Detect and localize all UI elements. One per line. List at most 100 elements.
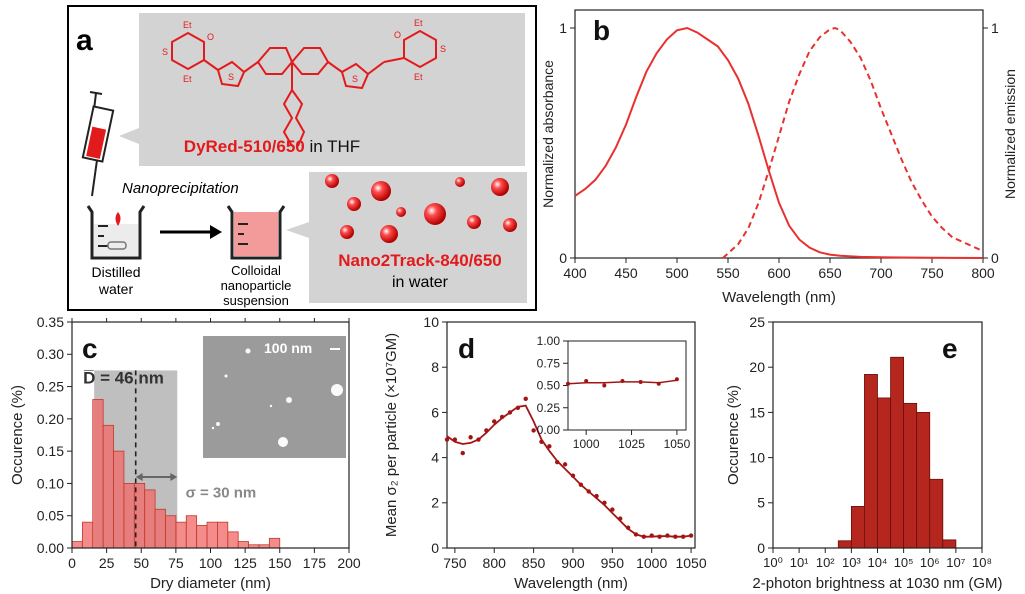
process-arrow-icon xyxy=(160,225,222,239)
beaker-icon-water xyxy=(86,205,146,260)
atom-label-et-3: Et xyxy=(414,18,423,28)
dye-name: DyRed-510/650 xyxy=(184,137,305,156)
beaker-icon-suspension xyxy=(226,205,286,260)
chart-c-bar xyxy=(227,531,239,549)
chart-e-xtick-label: 10⁶ xyxy=(920,555,940,570)
chart-d-inset-ytick-label: 0.50 xyxy=(537,379,561,393)
chart-e-xtick-label: 10³ xyxy=(842,555,861,570)
chart-d-point xyxy=(515,405,521,411)
chart-e-bar xyxy=(929,478,944,549)
chart-d-point xyxy=(492,419,497,424)
chart-e-bar xyxy=(837,540,852,549)
chart-e-ytick-label: 15 xyxy=(749,404,765,420)
chart-d-point xyxy=(688,533,694,538)
chart-d-point xyxy=(460,450,465,456)
panel-a-letter: a xyxy=(76,24,93,57)
chart-b-xtick-label: 750 xyxy=(920,265,944,281)
chart-c-sigma-arrowhead-left xyxy=(135,472,143,481)
chart-d-xtick-label: 1000 xyxy=(636,555,667,571)
chart-c-tem-inset xyxy=(203,336,346,458)
chart-c-xtick-label: 25 xyxy=(99,555,115,571)
chart-c-xtick-label: 175 xyxy=(303,555,327,571)
chart-c-xtick-label: 0 xyxy=(68,555,76,571)
chart-d-inset-ytick-label: 0.00 xyxy=(537,423,561,437)
chart-c-tem-particle xyxy=(269,404,273,408)
chart-e: 10⁰ 10¹ 10² 10³ 10⁴ 10⁵ 10⁶ 10⁷ 10⁸ 0 5 10 15 20 25 2-p… xyxy=(725,314,1003,592)
chart-c-ytick-label: 0.05 xyxy=(37,508,64,524)
chart-c-bar xyxy=(237,541,249,549)
chart-c-xlabel: Dry diameter (nm) xyxy=(150,575,271,592)
chart-d-ylabel: Mean σ₂ per particle (×10⁷GM) xyxy=(383,333,400,537)
chart-b-xtick-label: 800 xyxy=(971,265,995,281)
chart-d-point xyxy=(570,473,576,478)
chart-d-ytick-label: 0 xyxy=(431,540,439,556)
nanoparticle-name: Nano2Track-840/650 xyxy=(338,251,502,270)
chart-d-point xyxy=(594,493,599,499)
chart-e-xtick-label: 10⁷ xyxy=(946,555,965,570)
chart-d-xtick-label: 900 xyxy=(561,555,585,571)
chart-c-ytick-label: 0.10 xyxy=(37,475,64,491)
chart-e-bar xyxy=(877,397,891,549)
chart-d-xlabel: Wavelength (nm) xyxy=(514,575,628,592)
chart-d-inset-point xyxy=(674,377,679,382)
chart-c-ytick-label: 0.20 xyxy=(37,411,64,427)
chart-d-point xyxy=(657,534,662,539)
chart-b-emission-line xyxy=(722,26,984,259)
chart-d-inset-point xyxy=(656,381,661,386)
chart-d-point xyxy=(625,525,631,530)
chart-e-xlabel: 2-photon brightness at 1030 nm (GM) xyxy=(752,575,1002,592)
chart-d-point xyxy=(673,534,678,539)
chart-b-letter: b xyxy=(593,15,610,46)
chart-d-ytick-label: 6 xyxy=(431,404,439,420)
chart-d-inset-ytick-label: 0.25 xyxy=(537,401,561,415)
chart-e-bar xyxy=(942,539,957,549)
chart-d-ytick-label: 8 xyxy=(431,359,439,375)
nanoparticle-medium: in water xyxy=(392,274,449,291)
chart-b-ylabel-left: Normalized absorbance xyxy=(540,60,556,208)
chart-c-bar xyxy=(71,541,83,549)
chart-d-point xyxy=(476,437,481,442)
chart-b-right-ytick-label: 0 xyxy=(991,250,999,266)
chart-c-scale-label: 100 nm xyxy=(264,340,312,356)
panel-a: a Et Et S xyxy=(67,5,537,311)
chart-d-point xyxy=(641,534,647,539)
chart-c-bar xyxy=(217,521,229,549)
chart-e-ytick-label: 20 xyxy=(749,359,765,375)
chart-d-point xyxy=(578,482,584,487)
chart-d-inset-point xyxy=(602,383,607,388)
chart-e-ytick-label: 0 xyxy=(757,540,765,556)
chart-b-frame xyxy=(574,9,984,259)
chart-b-xtick-label: 500 xyxy=(665,265,689,281)
chart-d-letter: d xyxy=(458,333,475,364)
chart-c-tem-particle xyxy=(331,384,343,396)
chart-c-bar xyxy=(196,525,208,549)
chart-d-inset-point xyxy=(638,379,643,384)
chart-d-inset-frame xyxy=(567,340,687,431)
chart-e-bar xyxy=(903,402,918,549)
right-thiophene-ring xyxy=(340,62,370,90)
chart-d-xtick-label: 950 xyxy=(601,555,625,571)
chart-c-bar xyxy=(165,515,177,549)
chart-c-ytick-label: 0.25 xyxy=(37,378,64,394)
atom-label-o-1: O xyxy=(207,32,214,42)
chart-d-inset-ytick-label: 1.00 xyxy=(537,334,561,348)
atom-label-et-4: Et xyxy=(414,72,423,82)
nanoparticle-spheres xyxy=(325,174,517,243)
chart-e-ytick-label: 10 xyxy=(749,450,765,466)
chart-b: 400 450 500 550 600 650 700 750 8000101Wavelengt… xyxy=(540,9,1018,306)
chart-d-point xyxy=(507,410,513,415)
chart-d-inset-point xyxy=(620,379,625,384)
chart-c-bar xyxy=(154,508,166,549)
chart-c-bar xyxy=(81,521,94,549)
chart-d-point xyxy=(649,533,654,538)
chart-c-mean-label: D̅ = 46 nm xyxy=(83,368,164,387)
chart-e-xtick-label: 10⁴ xyxy=(867,555,887,570)
chart-c-bar xyxy=(92,399,104,549)
nanoprecipitation-label: Nanoprecipitation xyxy=(122,180,239,197)
chart-d-ytick-label: 2 xyxy=(431,495,439,511)
chart-b-xlabel: Wavelength (nm) xyxy=(722,289,836,306)
chart-c-sigma-arrowhead-right xyxy=(170,472,178,481)
chart-c-bar xyxy=(123,483,135,549)
chart-b-absorbance-line xyxy=(574,26,984,259)
alkyl-chain-2 xyxy=(291,89,306,147)
